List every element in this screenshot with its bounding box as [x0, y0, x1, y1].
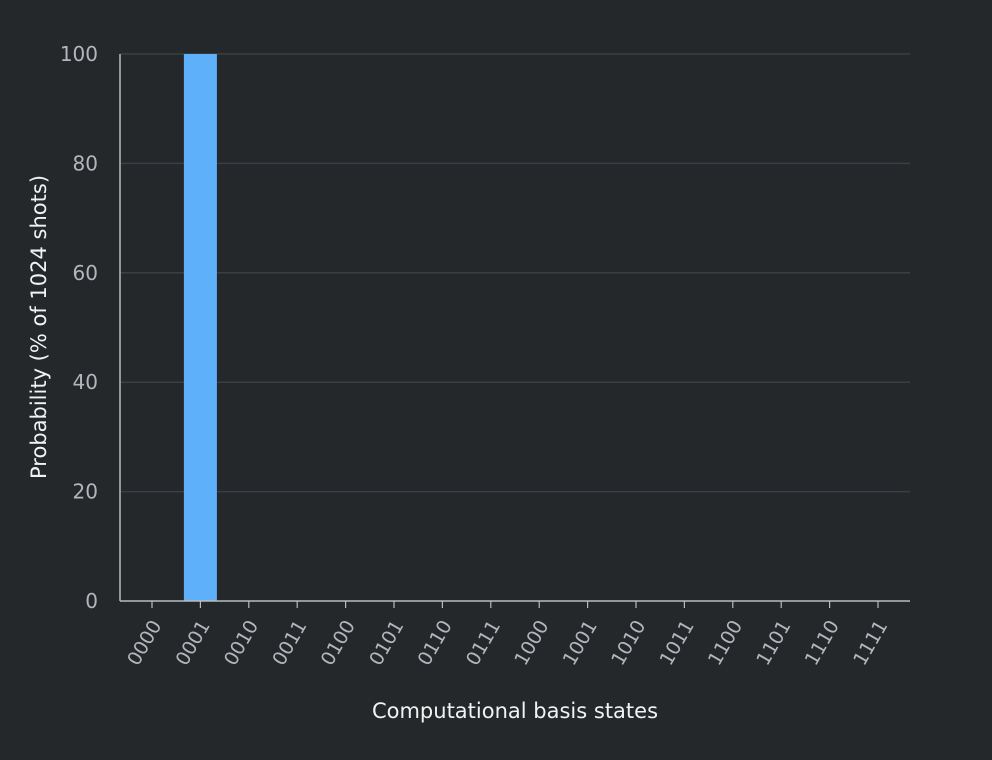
x-tick-label: 0111 — [462, 617, 505, 670]
y-tick-label: 0 — [85, 589, 98, 613]
x-tick-labels: 0000 0001 0010 0011 0100 0101 0110 0111 1000 1001… — [123, 617, 892, 670]
y-tick-label: 80 — [73, 151, 98, 175]
x-tick-label: 1111 — [849, 617, 892, 670]
x-tick-label: 0110 — [413, 617, 456, 670]
y-axis-label: Probability (% of 1024 shots) — [27, 175, 51, 479]
y-tick-labels: 0 20 40 60 80 100 — [60, 42, 98, 613]
x-tick-label: 1001 — [559, 617, 602, 670]
bar-0001 — [183, 54, 217, 601]
x-tick-label: 1110 — [801, 617, 844, 670]
x-tick-label: 0001 — [171, 617, 214, 670]
grid-lines — [120, 53, 910, 493]
x-tick-label: 1100 — [704, 617, 747, 670]
x-tick-label: 0010 — [220, 617, 263, 670]
axes — [119, 54, 910, 608]
y-tick-label: 40 — [73, 370, 98, 394]
y-tick-label: 100 — [60, 42, 98, 66]
y-tick-label: 60 — [73, 261, 98, 285]
x-tick-label: 0101 — [365, 617, 408, 670]
x-tick-label: 0100 — [317, 617, 360, 670]
x-tick-label: 1101 — [752, 617, 795, 670]
x-tick-label: 1011 — [655, 617, 698, 670]
y-tick-label: 20 — [73, 480, 98, 504]
x-tick-label: 0011 — [268, 617, 311, 670]
x-axis-label: Computational basis states — [372, 699, 658, 723]
x-tick-label: 1000 — [510, 617, 553, 670]
bars — [183, 54, 217, 601]
x-tick-label: 1010 — [607, 617, 650, 670]
x-tick-label: 0000 — [123, 617, 166, 670]
